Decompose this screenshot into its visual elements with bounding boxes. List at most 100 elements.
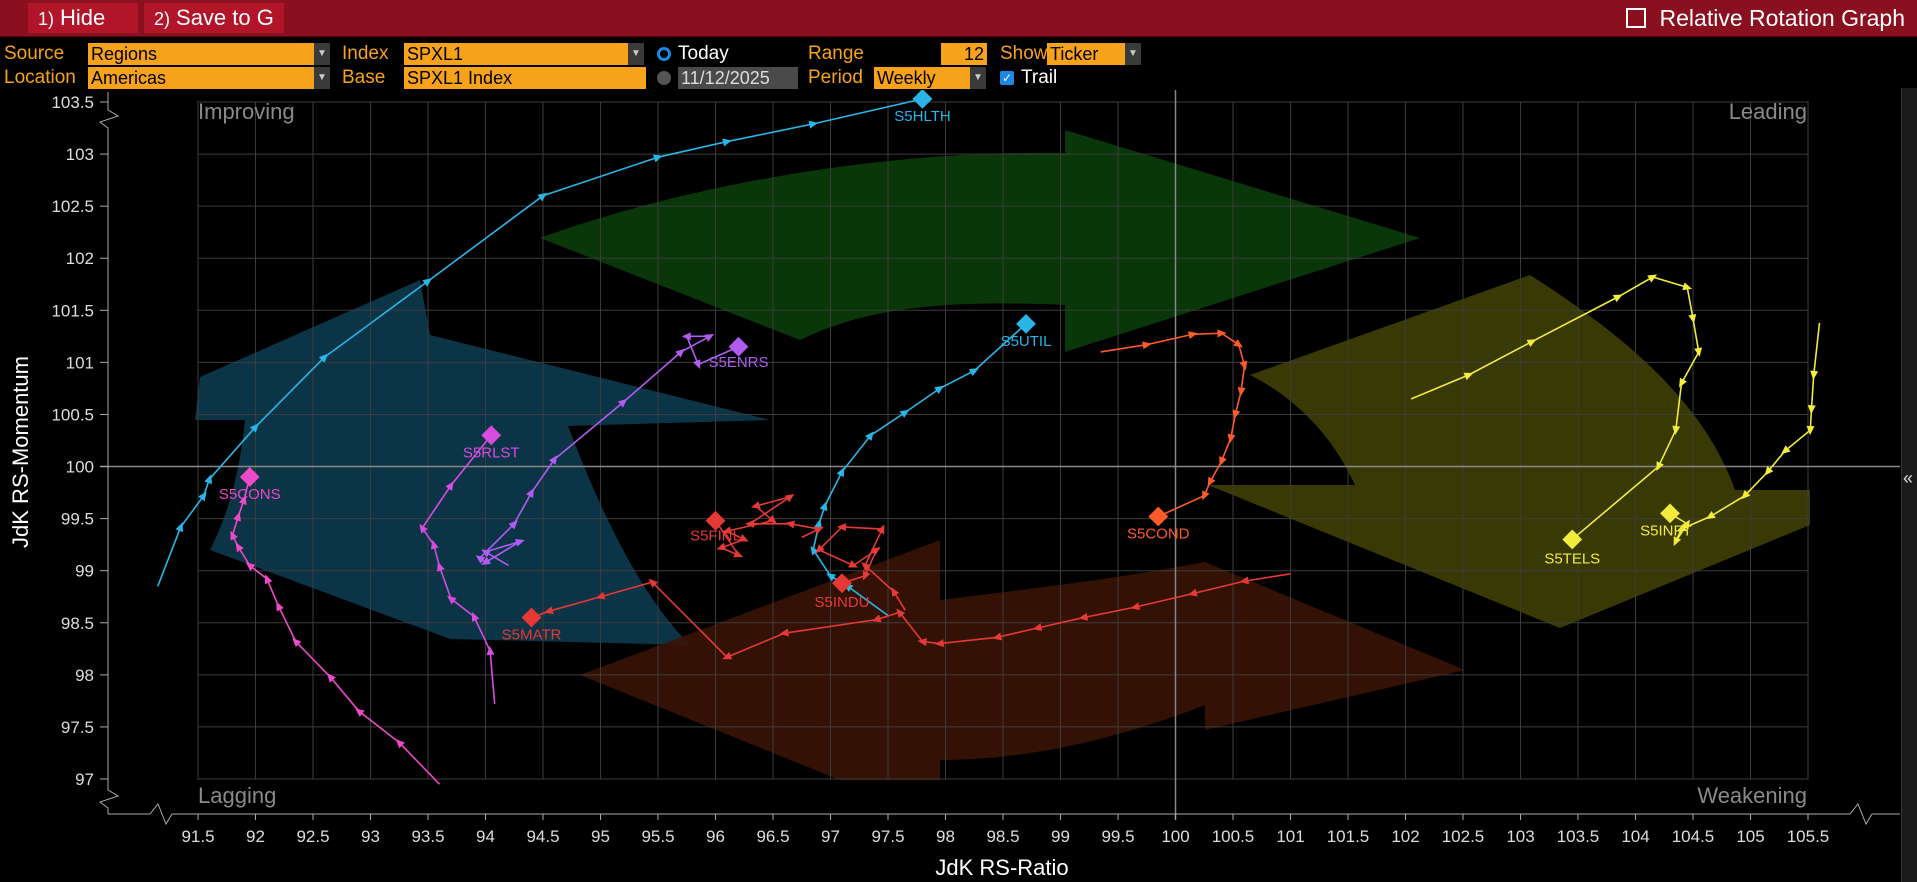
trail-point [1142,341,1152,350]
trail-point [896,608,906,618]
y-tick-label: 99 [75,562,94,581]
chevron-down-icon[interactable]: ▼ [314,43,330,65]
trail-point [865,431,874,441]
trail-point [1656,461,1664,472]
trail-point [595,591,606,600]
trail-point [276,601,284,612]
trail-point [233,511,241,522]
y-tick-label: 97 [75,770,94,789]
trail-point [175,522,184,533]
current-point-marker[interactable] [1148,506,1169,527]
axes: 91.5 92 92.5 93 93.5 94 94.5 95 95.5 96 96.5 97 97.5… [51,92,1900,846]
series-label: S5HLTH [894,108,950,125]
series-label: S5MATR [502,627,562,644]
current-point-marker[interactable] [1660,503,1680,524]
trail-point [750,501,761,509]
trail-checkbox-icon[interactable]: ✓ [1000,71,1014,85]
trail-point [1187,331,1198,340]
trail-point [430,539,439,550]
trail-point [471,611,480,622]
trail-point [318,353,329,363]
current-point-marker[interactable] [239,467,260,487]
trail-point [722,526,732,535]
trail-point [526,488,534,499]
x-tick-label: 93.5 [411,827,444,846]
trail-line [714,495,822,557]
x-tick-label: 97 [821,827,840,846]
chevron-down-icon[interactable]: ▼ [1125,43,1141,65]
save-label: Save to G [176,5,274,30]
series-label: S5TELS [1544,550,1600,567]
trail-point [1807,404,1816,415]
window-title: Relative Rotation Graph [1625,3,1905,33]
trail-line [817,526,906,611]
current-point-marker[interactable] [1562,529,1583,550]
show-select[interactable]: Ticker [1047,43,1125,65]
trail-point [1239,576,1250,585]
series-label: S5COND [1127,526,1190,543]
date-radio-icon[interactable] [657,71,671,85]
x-tick-label: 103.5 [1557,827,1600,846]
trail-point [722,651,733,660]
y-tick-label: 100 [66,458,94,477]
current-point-marker[interactable] [912,90,933,109]
external-link-icon[interactable] [1625,8,1646,28]
trail-point [1239,360,1248,371]
trail-point [327,673,336,683]
series-s5util [810,313,1036,617]
date-input[interactable]: 11/12/2025 [678,67,798,89]
side-panel-toggle[interactable]: « [1901,88,1917,882]
y-tick-label: 98.5 [61,614,94,633]
location-select[interactable]: Americas [88,67,314,89]
trail-point [1207,476,1216,487]
y-axis-label: JdK RS-Momentum [8,356,33,548]
save-button[interactable]: 2) Save to G [144,3,284,33]
trail-point [1806,425,1815,436]
source-label: Source [4,43,65,64]
title-text: Relative Rotation Graph [1659,5,1905,31]
trail-point [422,278,433,287]
period-select[interactable]: Weekly [874,67,970,89]
trail-point [808,120,819,129]
trail-point [481,549,491,558]
today-radio-icon[interactable] [657,47,671,61]
trail-point [445,481,454,491]
chevron-down-icon[interactable]: ▼ [970,67,986,89]
trail-point [891,587,900,598]
hide-button[interactable]: 1) Hide [28,3,138,33]
source-select[interactable]: Regions [88,43,314,65]
index-select[interactable]: SPXL1 [404,43,628,65]
trail-point [836,467,845,478]
trail-point [814,518,823,529]
trail-point [1227,433,1236,444]
trail-point [675,348,685,358]
trail-label: Trail [1021,67,1058,88]
base-label: Base [342,67,386,88]
trail-point [447,595,457,605]
x-tick-label: 93 [361,827,380,846]
trail-point [813,526,824,535]
hide-label: Hide [60,5,106,30]
trail-point [648,578,658,588]
trail-line [157,98,923,587]
x-tick-label: 102 [1391,827,1419,846]
trail-point [693,359,701,370]
chevron-down-icon[interactable]: ▼ [628,43,644,65]
current-point-marker[interactable] [481,425,502,446]
trail-point [899,409,910,418]
chevron-down-icon[interactable]: ▼ [314,67,330,89]
trail-point [1032,623,1043,631]
trail-point [264,574,273,585]
base-input[interactable]: SPXL1 Index [404,67,646,89]
trail-point [826,573,836,582]
quadrant-arrows [195,130,1810,780]
trail-point [1673,536,1682,547]
y-tick-label: 103.5 [51,93,94,112]
range-input[interactable]: 12 [941,43,987,65]
trail-point [481,556,491,565]
x-tick-label: 97.5 [871,827,904,846]
trail-point [837,523,847,532]
trail-point [934,639,945,648]
x-tick-label: 99.5 [1101,827,1134,846]
trail-point [652,154,663,163]
